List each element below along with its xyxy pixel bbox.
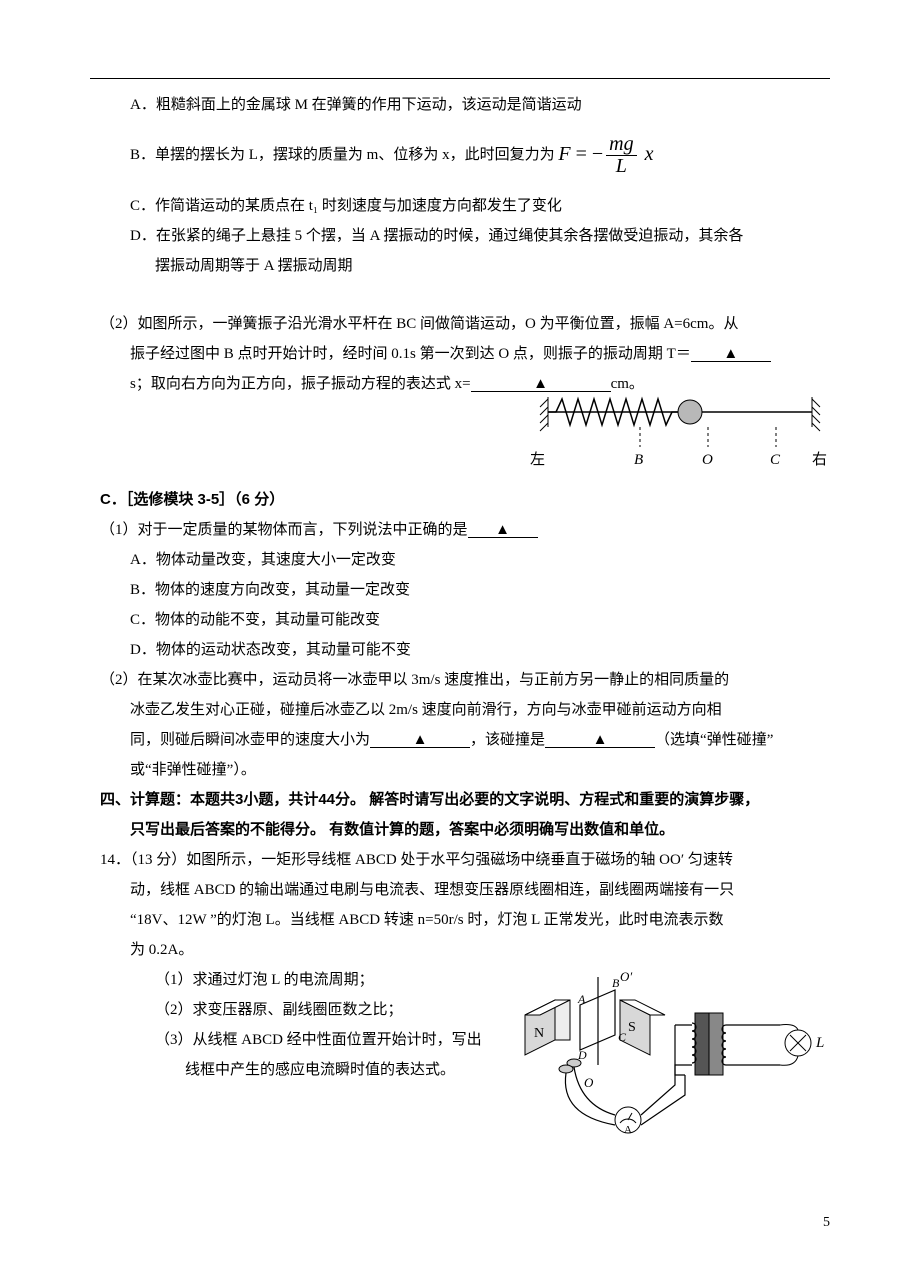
label-C: C [618, 1030, 627, 1044]
qC2-blank2: ▲ [545, 732, 655, 748]
formula-frac: mgL [606, 134, 636, 177]
blank-mark-2: ▲ [533, 375, 548, 392]
spacer [100, 281, 830, 309]
qC1-stem: （1）对于一定质量的某物体而言，下列说法中正确的是 ▲ [100, 515, 830, 545]
q12-1-optD-l1: D．在张紧的绳子上悬挂 5 个摆，当 A 摆振动的时候，通过绳使其余各摆做受迫振… [100, 221, 830, 251]
magnet-N: N [525, 1000, 570, 1055]
qC2-l1: （2）在某次冰壶比赛中，运动员将一冰壶甲以 3m/s 速度推出，与正前方另一静止… [100, 665, 830, 695]
qC2-b2-mark: ▲ [593, 731, 608, 748]
optB-formula: F = −mgL x [558, 134, 653, 177]
qC1: （1）对于一定质量的某物体而言，下列说法中正确的是 ▲ A．物体动量改变，其速度大… [100, 515, 830, 665]
qC1-blank-mark: ▲ [495, 521, 510, 538]
qC1-C: C．物体的动能不变，其动量可能改变 [100, 605, 830, 635]
qC2: （2）在某次冰壶比赛中，运动员将一冰壶甲以 3m/s 速度推出，与正前方另一静止… [100, 665, 830, 785]
qC2-l3: 同，则碰后瞬间冰壶甲的速度大小为 ▲ ，该碰撞是 ▲ （选填“弹性碰撞” [100, 725, 830, 755]
q12-1-optA: A．粗糙斜面上的金属球 M 在弹簧的作用下运动，该运动是简谐运动 [100, 90, 830, 120]
formula-x: x [640, 143, 654, 165]
q12-2-l2a: 振子经过图中 B 点时开始计时，经时间 0.1s 第一次到达 O 点，则振子的振… [130, 346, 691, 362]
ammeter-label: A [624, 1124, 632, 1135]
transformer [675, 1013, 780, 1075]
qC2-b1-mark: ▲ [413, 731, 428, 748]
magnet-S: S [620, 1000, 665, 1055]
q12-1-optB: B．单摆的摆长为 L，摆球的质量为 m、位移为 x，此时回复力为 F = −mg… [100, 134, 830, 177]
label-B: B [612, 976, 620, 990]
qC1-blank: ▲ [468, 522, 538, 538]
blank-mark: ▲ [723, 345, 738, 362]
qC2-l3b: ，该碰撞是 [470, 732, 545, 748]
bulb [780, 1025, 811, 1066]
label-O: O [584, 1075, 594, 1090]
blank-x: ▲ [471, 376, 611, 392]
q12-2-l1: （2）如图所示，一弹簧振子沿光滑水平杆在 BC 间做简谐运动，O 为平衡位置，振… [100, 309, 830, 339]
spring-figure: 左 B O C 右 [530, 389, 830, 479]
frac-den: L [606, 156, 636, 177]
qC1-D: D．物体的运动状态改变，其动量可能不变 [100, 635, 830, 665]
q14-l2: 动，线框 ABCD 的输出端通过电刷与电流表、理想变压器原线圈相连，副线圈两端接… [100, 875, 830, 905]
sectionC-head: C．［选修模块 3-5］（6 分） [100, 485, 830, 515]
q14-l3: “18V、12W ”的灯泡 L。当线框 ABCD 转速 n=50r/s 时，灯泡… [100, 905, 830, 935]
q14-l1: 14．（13 分）如图所示，一矩形导线框 ABCD 处于水平匀强磁场中绕垂直于磁… [100, 845, 830, 875]
frac-num: mg [606, 134, 636, 156]
fig-left: 左 [530, 445, 545, 475]
q12-2-l3a: s；取向右方向为正方向，振子振动方程的表达式 x= [130, 376, 471, 392]
optB-prefix: B．单摆的摆长为 L，摆球的质量为 m、位移为 x，此时回复力为 [130, 147, 558, 163]
section4-l1: 四、计算题：本题共3小题，共计44分。 解答时请写出必要的文字说明、方程式和重要… [100, 785, 830, 815]
qC2-l3c: （选填“弹性碰撞” [655, 732, 773, 748]
q12-2-l3b: cm。 [611, 376, 644, 392]
label-A: A [577, 992, 586, 1006]
section4-l2: 只写出最后答案的不能得分。 有数值计算的题，答案中必须明确写出数值和单位。 [100, 815, 830, 845]
label-Oprime: O′ [620, 969, 632, 984]
formula-eq: = − [571, 143, 604, 165]
qC1-A: A．物体动量改变，其速度大小一定改变 [100, 545, 830, 575]
formula-F: F [558, 143, 570, 165]
page: A．粗糙斜面上的金属球 M 在弹簧的作用下运动，该运动是简谐运动 B．单摆的摆长… [0, 0, 920, 1277]
qC2-l4: 或“非弹性碰撞”）。 [100, 755, 830, 785]
q12-1-optD-l2: 摆振动周期等于 A 摆振动周期 [100, 251, 830, 281]
label-L: L [815, 1035, 824, 1051]
q12-2: （2）如图所示，一弹簧振子沿光滑水平杆在 BC 间做简谐运动，O 为平衡位置，振… [100, 309, 830, 479]
spring-svg [530, 389, 830, 479]
qC1-stem-text: （1）对于一定质量的某物体而言，下列说法中正确的是 [100, 522, 468, 538]
q14-l4: 为 0.2A。 [100, 935, 830, 965]
q14: 14．（13 分）如图所示，一矩形导线框 ABCD 处于水平匀强磁场中绕垂直于磁… [100, 845, 830, 1146]
q12-1-optC: C．作简谐运动的某质点在 t₁ 时刻速度与加速度方向都发生了变化 [100, 191, 830, 221]
fig-O: O [702, 445, 713, 475]
qC2-l3a: 同，则碰后瞬间冰壶甲的速度大小为 [130, 732, 370, 748]
qC1-B: B．物体的速度方向改变，其动量一定改变 [100, 575, 830, 605]
q12-2-l2: 振子经过图中 B 点时开始计时，经时间 0.1s 第一次到达 O 点，则振子的振… [100, 339, 830, 369]
qC2-blank1: ▲ [370, 732, 470, 748]
top-rule [90, 78, 830, 79]
circuit-figure: N S A B C D O′ O [520, 965, 830, 1146]
page-number: 5 [823, 1209, 830, 1237]
label-S: S [628, 1020, 636, 1035]
qC2-l2: 冰壶乙发生对心正碰，碰撞后冰壶乙以 2m/s 速度向前滑行，方向与冰壶甲碰前运动… [100, 695, 830, 725]
blank-T: ▲ [691, 346, 771, 362]
fig-right: 右 [812, 445, 827, 475]
label-N: N [534, 1026, 544, 1041]
fig-B: B [634, 445, 643, 475]
fig-C: C [770, 445, 780, 475]
circuit-svg: N S A B C D O′ O [520, 965, 830, 1135]
